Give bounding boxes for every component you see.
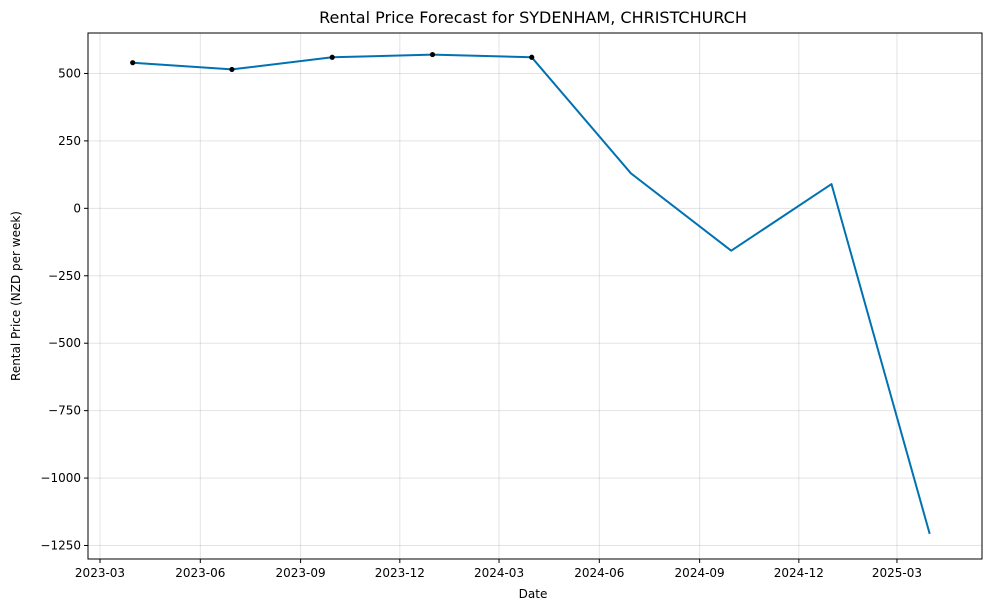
observed-point bbox=[130, 60, 136, 66]
y-axis-label: Rental Price (NZD per week) bbox=[9, 211, 23, 381]
observed-point bbox=[429, 51, 436, 58]
x-tick-label: 2025-03 bbox=[872, 566, 922, 580]
x-axis: 2023-03 2023-06 2023-09 2023-12 2024-03 2024-… bbox=[75, 559, 922, 580]
observed-point bbox=[529, 54, 535, 60]
y-tick-label: −750 bbox=[48, 404, 81, 418]
observed-point bbox=[229, 66, 235, 73]
y-tick-label: 500 bbox=[58, 66, 81, 80]
x-axis-label: Date bbox=[519, 587, 548, 601]
y-tick-label: −500 bbox=[48, 336, 81, 350]
y-tick-label: −1250 bbox=[40, 539, 81, 553]
x-tick-label: 2023-03 bbox=[75, 566, 125, 580]
x-tick-label: 2024-06 bbox=[574, 566, 624, 580]
grid bbox=[88, 33, 982, 559]
observed-point bbox=[329, 54, 335, 60]
plot-frame bbox=[87, 32, 983, 560]
x-tick-label: 2023-09 bbox=[276, 566, 326, 580]
y-tick-label: −1000 bbox=[40, 471, 81, 485]
chart-title: Rental Price Forecast for SYDENHAM, CHRI… bbox=[319, 8, 747, 27]
series-layer bbox=[130, 51, 931, 535]
y-tick-label: 250 bbox=[58, 134, 81, 148]
x-tick-label: 2023-06 bbox=[175, 566, 225, 580]
forecast-line bbox=[132, 53, 931, 535]
x-tick-label: 2023-12 bbox=[375, 566, 425, 580]
x-tick-label: 2024-09 bbox=[675, 566, 725, 580]
x-tick-label: 2024-12 bbox=[774, 566, 824, 580]
y-axis: 500 250 0 −250 −500 −750 −1000 −1250 bbox=[40, 66, 88, 553]
x-tick-label: 2024-03 bbox=[474, 566, 524, 580]
y-tick-label: −250 bbox=[48, 269, 81, 283]
y-tick-label: 0 bbox=[73, 201, 81, 215]
